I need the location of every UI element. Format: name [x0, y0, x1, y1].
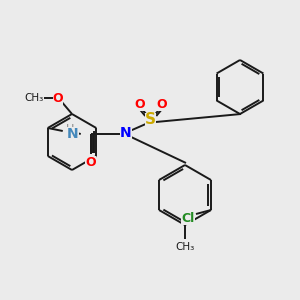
Text: N: N: [120, 126, 132, 140]
Text: CH₃: CH₃: [176, 242, 195, 252]
Text: O: O: [53, 92, 63, 104]
Text: CH₃: CH₃: [24, 93, 44, 103]
Text: O: O: [156, 98, 167, 110]
Text: N: N: [67, 127, 79, 141]
Text: Cl: Cl: [182, 212, 195, 224]
Text: O: O: [85, 155, 96, 169]
Text: H: H: [66, 124, 74, 134]
Text: S: S: [145, 112, 156, 128]
Text: O: O: [134, 98, 145, 110]
